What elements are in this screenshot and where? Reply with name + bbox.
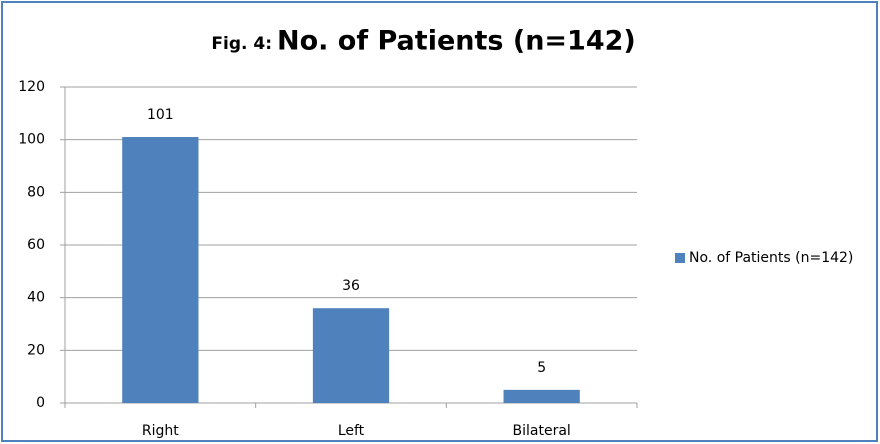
legend-label: No. of Patients (n=142): [689, 250, 853, 266]
y-tick-label: 0: [36, 395, 45, 411]
data-label: 5: [537, 360, 546, 376]
y-tick-label: 40: [27, 290, 45, 306]
y-tick-label: 80: [27, 184, 45, 200]
x-tick-label: Left: [338, 423, 365, 439]
figure-label: Fig. 4:: [211, 34, 272, 54]
chart-title: No. of Patients (n=142): [277, 26, 636, 57]
data-label: 101: [147, 107, 174, 123]
y-tick-label: 20: [27, 342, 45, 358]
legend-swatch: [675, 253, 685, 263]
data-label: 36: [342, 278, 360, 294]
bar: [503, 389, 580, 403]
bar: [122, 137, 199, 404]
x-tick-label: Right: [142, 423, 179, 439]
bar: [312, 308, 390, 403]
y-tick-label: 100: [18, 132, 45, 148]
y-tick-label: 60: [27, 237, 45, 253]
x-tick-label: Bilateral: [513, 423, 571, 439]
y-tick-label: 120: [18, 79, 45, 95]
